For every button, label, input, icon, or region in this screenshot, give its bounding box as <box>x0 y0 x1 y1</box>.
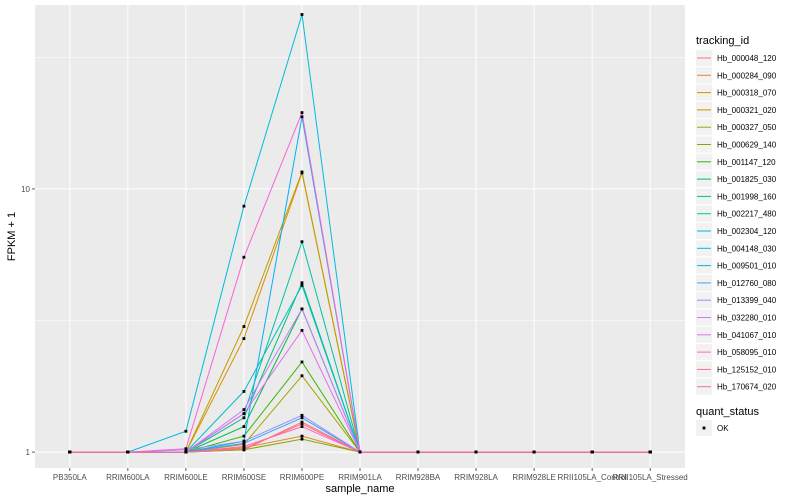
data-point <box>242 434 246 438</box>
data-point <box>242 425 246 428</box>
data-point <box>300 434 304 438</box>
y-tick-label: 10 <box>21 185 30 194</box>
legend-label: Hb_004148_030 <box>717 244 777 253</box>
data-point <box>242 416 246 420</box>
x-tick-label: RRIM928LE <box>512 473 556 482</box>
legend-label: Hb_013399_040 <box>717 296 777 305</box>
x-tick-label: RRIM928BA <box>396 473 441 482</box>
legend-label: Hb_002304_120 <box>717 227 777 236</box>
shape-legend-title: quant_status <box>696 406 759 418</box>
data-point <box>300 13 304 16</box>
data-point <box>68 450 72 454</box>
legend-label: Hb_001825_030 <box>717 175 777 184</box>
data-point <box>242 325 246 328</box>
data-points <box>68 13 652 454</box>
data-point <box>184 447 188 451</box>
data-point <box>648 450 652 454</box>
x-tick-label: RRII105LA_Control <box>557 473 627 482</box>
data-point <box>126 450 130 454</box>
legend-label: Hb_001147_120 <box>717 158 776 167</box>
x-axis: PB350LA RRIM600LA RRIM600LE RRIM600SE RRIM60… <box>53 468 688 482</box>
x-axis-title: sample_name <box>325 483 394 495</box>
legend-label: Hb_000327_050 <box>717 123 777 132</box>
legend-label: Hb_058095_010 <box>717 348 777 357</box>
data-point <box>532 450 536 454</box>
legend-label: Hb_009501_010 <box>717 262 777 271</box>
x-tick-label: RRIM600LA <box>106 473 150 482</box>
data-point <box>242 447 246 451</box>
data-point <box>300 416 304 420</box>
data-point <box>242 439 246 443</box>
x-tick-label: RRIM600LE <box>164 473 208 482</box>
data-point <box>242 204 246 208</box>
shape-legend-label: OK <box>717 424 729 433</box>
data-point <box>242 445 246 448</box>
data-point <box>300 360 304 364</box>
data-point <box>300 240 304 244</box>
y-tick-label: 1 <box>26 448 31 457</box>
data-point <box>300 374 304 378</box>
data-point <box>300 111 304 115</box>
x-tick-label: RRIM600PE <box>280 473 324 482</box>
data-point <box>242 441 246 445</box>
data-point <box>300 281 304 285</box>
legend-label: Hb_000284_090 <box>717 71 777 80</box>
data-point <box>184 429 188 433</box>
x-tick-label: RRIM901LA <box>338 473 382 482</box>
y-axis-title: FPKM + 1 <box>6 212 18 261</box>
data-point <box>358 450 362 454</box>
shape-legend-point <box>702 426 706 430</box>
color-legend: tracking_id Hb_000048_120 Hb_000284_090 Hb… <box>696 35 777 395</box>
legend-title: tracking_id <box>696 35 749 47</box>
data-point <box>242 408 246 412</box>
data-point <box>474 450 478 454</box>
legend-label: Hb_012760_080 <box>717 279 777 288</box>
data-point <box>416 450 420 454</box>
data-point <box>300 307 304 311</box>
data-point <box>242 412 246 416</box>
data-point <box>590 450 594 454</box>
data-point <box>242 337 246 340</box>
x-tick-label: RRII105LA_Stressed <box>613 473 688 482</box>
data-point <box>300 115 304 119</box>
shape-legend: quant_status OK <box>696 406 759 436</box>
legend-label: Hb_000321_020 <box>717 106 777 115</box>
legend-label: Hb_032280_010 <box>717 314 777 323</box>
x-tick-label: RRIM928LA <box>454 473 498 482</box>
data-point <box>300 420 304 424</box>
data-point <box>184 450 188 454</box>
y-axis: 1 10 <box>21 185 35 457</box>
legend-label: Hb_125152_010 <box>717 365 777 374</box>
x-tick-label: RRIM600SE <box>222 473 266 482</box>
legend-label: Hb_041067_010 <box>717 331 777 340</box>
data-point <box>300 329 304 332</box>
legend-label: Hb_000318_070 <box>717 89 777 98</box>
legend-label: Hb_000629_140 <box>717 141 777 150</box>
data-point <box>300 283 304 287</box>
data-point <box>300 422 304 426</box>
data-point <box>300 437 304 441</box>
data-point <box>242 390 246 393</box>
legend-label: Hb_000048_120 <box>717 54 777 63</box>
data-point <box>300 425 304 428</box>
legend-label: Hb_170674_020 <box>717 383 777 392</box>
data-point <box>242 255 246 259</box>
legend-label: Hb_001998_160 <box>717 192 777 201</box>
data-point <box>300 170 304 174</box>
data-point <box>300 413 304 417</box>
legend-label: Hb_002217_480 <box>717 210 777 219</box>
x-tick-label: PB350LA <box>53 473 87 482</box>
